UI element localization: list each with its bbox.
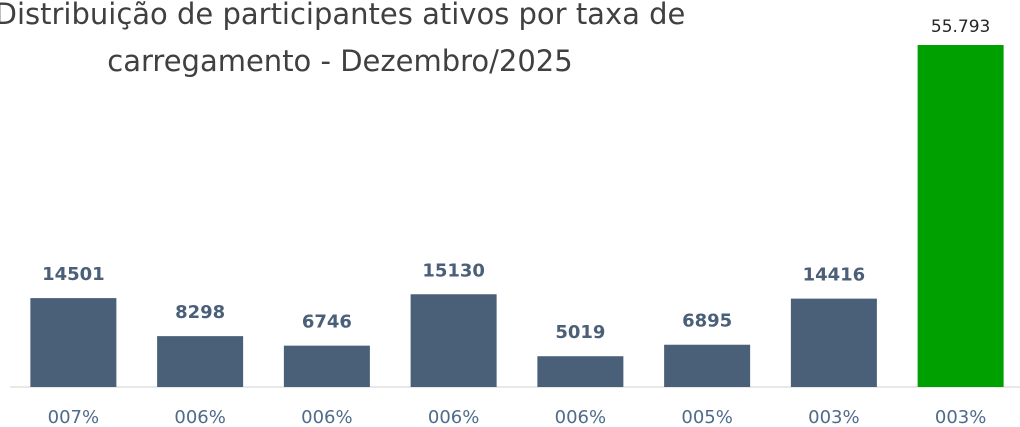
x-tick-label: 007% [48, 407, 99, 427]
chart-title: Distribuição de participantes ativos por… [0, 0, 686, 78]
x-tick-label: 003% [935, 407, 986, 427]
bar [664, 344, 751, 387]
value-label: 5019 [555, 322, 605, 343]
x-tick-label: 006% [555, 407, 606, 427]
x-tick-label: 006% [301, 407, 352, 427]
value-label: 14501 [42, 264, 105, 285]
value-label: 14416 [803, 265, 866, 286]
x-tick-label: 006% [174, 407, 225, 427]
value-label: 8298 [175, 302, 225, 323]
x-tick-label: 003% [808, 407, 859, 427]
bar [30, 298, 117, 387]
x-tick-label: 005% [681, 407, 732, 427]
bar [537, 356, 624, 387]
bar [917, 45, 1004, 387]
bar [157, 336, 244, 387]
value-label: 6746 [302, 312, 352, 333]
value-label: 55.793 [931, 17, 990, 37]
bar [790, 298, 877, 387]
value-label: 15130 [422, 260, 485, 281]
bar [410, 294, 497, 387]
x-tick-label: 006% [428, 407, 479, 427]
value-label: 6895 [682, 311, 732, 332]
bar [283, 345, 370, 387]
